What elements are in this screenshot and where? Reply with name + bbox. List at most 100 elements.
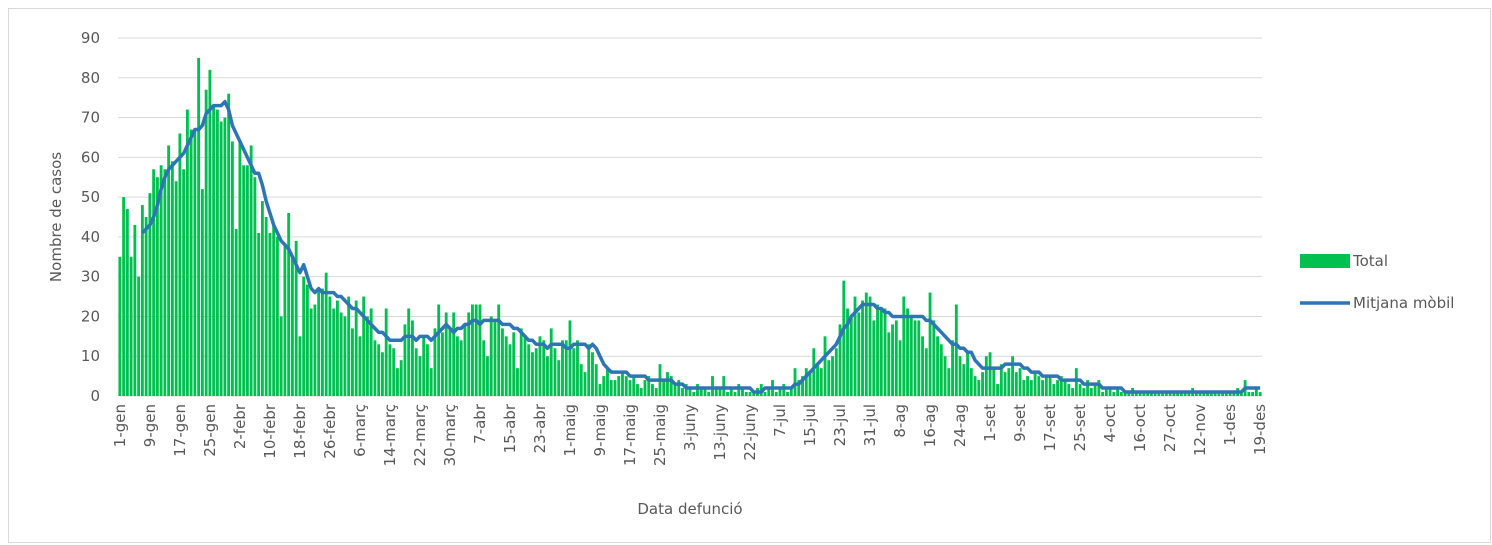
bar [1044,376,1048,396]
bar [1206,392,1210,396]
bar [212,105,216,396]
bar [583,372,587,396]
bar [148,193,152,396]
bar [684,384,688,396]
bar [823,336,827,396]
bar [549,328,553,396]
bar [433,328,437,396]
bar [230,141,234,396]
x-tick-label: 13-juny [711,404,729,461]
bar [688,388,692,396]
x-axis-title: Data defunció [637,500,742,518]
bar [482,340,486,396]
bar [1059,376,1063,396]
x-tick-label: 7-abr [471,403,489,444]
bar [118,256,122,396]
bar [1082,388,1086,396]
y-tick-label: 90 [81,29,100,47]
bar [681,388,684,396]
bar [1041,380,1045,396]
bar [876,304,879,396]
bar [478,304,482,396]
bar [1078,384,1082,396]
bar [996,384,999,396]
bar [182,169,186,396]
bar [1217,392,1221,396]
bar [789,388,793,396]
bar [1112,392,1116,396]
bar [1221,392,1225,396]
bar [257,232,261,396]
bar [609,380,613,396]
bar [283,244,287,396]
bar [763,392,767,396]
y-tick-label: 30 [81,268,100,286]
bar [392,348,396,396]
bar [1014,372,1018,396]
bar [546,356,549,396]
bar [422,336,426,396]
bar [797,380,801,396]
x-tick-label: 1-des [1221,404,1239,446]
bar [868,296,872,396]
bar [523,336,527,396]
bar [1232,392,1236,396]
bar [737,384,741,396]
x-tick-label: 2-febr [231,403,249,449]
bar [411,320,414,396]
bar [1157,392,1161,396]
bar [313,304,317,396]
legend-label: Total [1352,252,1388,270]
bar [1247,392,1251,396]
bar [287,213,291,396]
bar [1138,392,1142,396]
bar [200,189,204,396]
bar [741,388,744,396]
bar [553,348,557,396]
bar [369,308,373,396]
bar [516,368,519,396]
bar [703,388,707,396]
bar [654,388,658,396]
bar [819,368,823,396]
bar [414,348,418,396]
bar [486,356,489,396]
x-tick-label: 6-març [351,404,369,457]
bar [707,392,711,396]
x-tick-label: 12-nov [1191,404,1209,456]
x-tick-label: 9-maig [591,404,609,456]
bar [666,372,669,396]
bar [497,304,501,396]
y-tick-label: 60 [81,148,100,166]
x-tick-label: 16-ag [921,404,939,447]
bar [1074,368,1078,396]
bar [568,320,572,396]
bar [1127,392,1131,396]
bar [1153,392,1157,396]
bar [1101,392,1105,396]
bar [808,372,812,396]
bar [1007,368,1011,396]
bar [842,280,846,396]
bar [1063,380,1067,396]
bar [178,133,182,396]
bar [748,392,752,396]
x-tick-label: 23-jul [831,404,849,446]
bar [722,376,726,396]
bar [624,376,628,396]
bar [418,356,422,396]
bar [125,209,129,396]
bar [512,332,516,396]
bar [339,312,343,396]
x-tick-label: 1-gen [111,404,129,447]
bar [774,392,778,396]
bar [332,308,336,396]
bar [381,352,384,396]
bar [1116,388,1120,396]
bar [827,360,831,396]
bar [396,368,399,396]
x-tick-label: 16-oct [1131,404,1149,452]
bar [219,121,223,397]
bar [752,392,756,396]
bar [726,392,729,396]
